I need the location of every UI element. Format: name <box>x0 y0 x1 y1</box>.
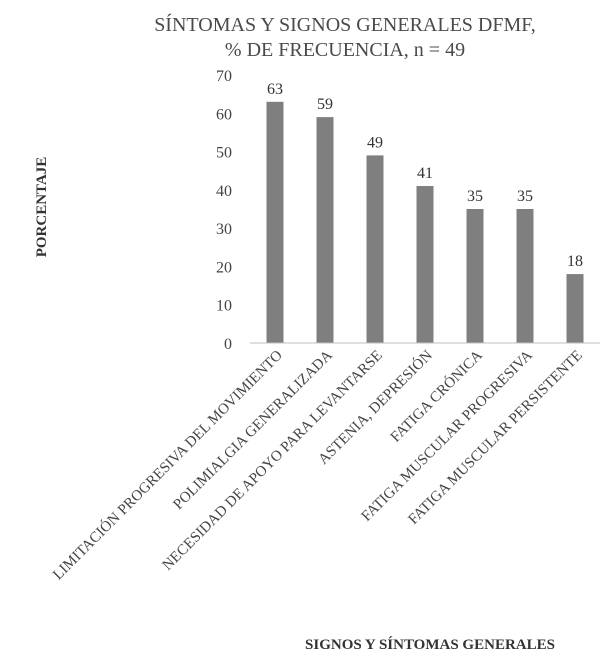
data-label: 59 <box>317 96 333 113</box>
x-axis-label: SIGNOS Y SÍNTOMAS GENERALES <box>305 636 555 653</box>
data-labels: 63 59 49 41 35 35 18 <box>267 81 583 270</box>
bar <box>566 274 584 343</box>
data-label: 41 <box>417 165 433 182</box>
y-tick-label: 20 <box>216 259 232 276</box>
category-label: LIMITACIÓN PROGRESIVA DEL MOVIMIENTO <box>49 347 285 583</box>
data-label: 35 <box>517 188 533 205</box>
bar <box>466 209 484 343</box>
bar <box>416 186 434 343</box>
bar <box>516 209 534 343</box>
y-tick-label: 0 <box>224 336 232 353</box>
data-label: 35 <box>467 188 483 205</box>
category-label: NECESIDAD DE APOYO PARA LEVANTARSE <box>160 348 386 574</box>
chart-title-line-2: % DE FRECUENCIA, n = 49 <box>225 39 465 61</box>
y-tick-label: 40 <box>216 183 232 200</box>
data-label: 49 <box>367 134 383 151</box>
category-labels: LIMITACIÓN PROGRESIVA DEL MOVIMIENTOPOLI… <box>49 347 585 583</box>
data-label: 63 <box>267 81 283 98</box>
category-label: FATIGA MUSCULAR PERSISTENTE <box>406 348 586 528</box>
bars <box>266 101 584 343</box>
y-tick-label: 70 <box>216 68 232 85</box>
y-tick-label: 30 <box>216 221 232 238</box>
y-tick-label: 10 <box>216 298 232 315</box>
bar <box>316 117 334 343</box>
y-tick-label: 50 <box>216 145 232 162</box>
category-label: FATIGA CRÓNICA <box>387 347 486 446</box>
bar <box>366 155 384 343</box>
y-axis-label: PORCENTAJE <box>34 157 50 258</box>
bar <box>266 101 284 343</box>
data-label: 18 <box>567 253 583 270</box>
y-axis-ticks: 0 10 20 30 40 50 60 70 <box>216 68 232 353</box>
y-tick-label: 60 <box>216 106 232 123</box>
chart-title-line-1: SÍNTOMAS Y SIGNOS GENERALES DFMF, <box>154 13 536 36</box>
